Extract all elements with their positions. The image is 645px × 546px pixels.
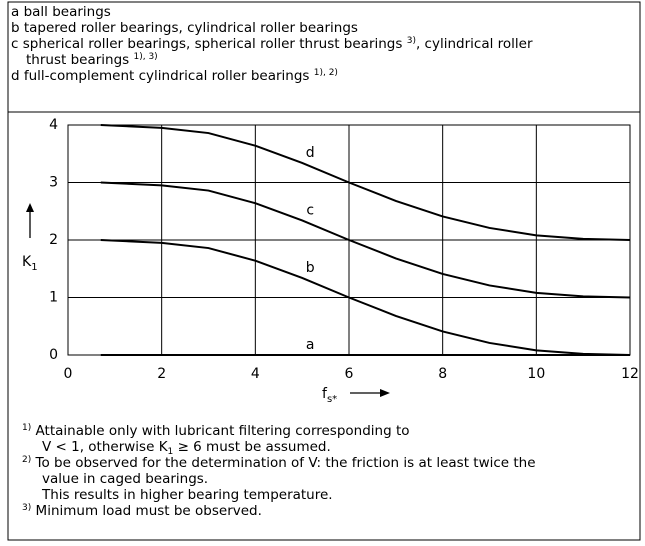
x-tick-label: 6 — [345, 366, 354, 382]
x-axis-label-main: f — [322, 386, 328, 402]
x-tick-label: 10 — [527, 366, 545, 382]
footnote-line: 2) To be observed for the determination … — [22, 455, 536, 472]
sup: 2) — [22, 455, 32, 465]
y-tick-label: 2 — [49, 232, 58, 248]
text: value in caged bearings. — [42, 471, 209, 487]
footnotes: 1) Attainable only with lubricant filter… — [22, 423, 536, 520]
x-tick-label: 2 — [157, 366, 166, 382]
text: b tapered roller bearings, cylindrical r… — [11, 20, 358, 36]
y-tick-label: 4 — [49, 117, 58, 133]
series-label: a — [306, 337, 315, 353]
line — [100, 181, 631, 299]
x-tick-label: 8 — [438, 366, 447, 382]
legend-line: d full-complement cylindrical roller bea… — [11, 68, 533, 85]
series-label: c — [306, 202, 314, 218]
y-axis-label-sub: 1 — [31, 262, 37, 273]
y-arrow-head — [26, 203, 34, 212]
text: a ball bearings — [11, 4, 111, 20]
y-tick-label: 1 — [49, 290, 58, 306]
text: ≥ 6 must be assumed. — [173, 439, 331, 455]
text: V < 1, otherwise K — [42, 439, 168, 455]
x-tick-label: 12 — [621, 366, 639, 382]
sup: 1), 3) — [133, 52, 158, 62]
legend-line: a ball bearings — [11, 4, 533, 21]
sup: 1) — [22, 423, 32, 433]
sup: 3) — [406, 36, 416, 46]
x-axis-label-sub: s* — [327, 394, 337, 405]
sup: 3) — [22, 503, 32, 513]
text: Attainable only with lubricant filtering… — [31, 423, 410, 439]
legend-line: b tapered roller bearings, cylindrical r… — [11, 20, 533, 37]
text: Minimum load must be observed. — [31, 503, 262, 519]
series-label: b — [306, 260, 315, 276]
text: To be observed for the determination of … — [31, 455, 536, 471]
sub: 1 — [167, 447, 174, 457]
legend-line: c spherical roller bearings, spherical r… — [11, 36, 533, 53]
sup: 1), 2) — [313, 68, 338, 78]
line — [100, 239, 631, 356]
y-axis-label: K1 — [22, 254, 38, 273]
x-tick-label: 4 — [251, 366, 260, 382]
x-axis-label: fs* — [322, 386, 337, 405]
y-tick-label: 0 — [49, 347, 58, 363]
legend-line: thrust bearings 1), 3) — [11, 52, 533, 69]
x-arrow-head — [380, 389, 390, 397]
text: c spherical roller bearings, spherical r… — [11, 36, 407, 52]
line — [100, 124, 631, 241]
footnote-line: V < 1, otherwise K1 ≥ 6 must be assumed. — [22, 439, 536, 457]
y-tick-label: 3 — [49, 175, 58, 191]
frame — [7, 1, 641, 541]
text: thrust bearings — [26, 52, 134, 68]
text: d full-complement cylindrical roller bea… — [11, 68, 314, 84]
text: This results in higher bearing temperatu… — [42, 487, 333, 503]
series-label: d — [306, 145, 315, 161]
x-tick-label: 0 — [64, 366, 73, 382]
legend: a ball bearings b tapered roller bearings… — [11, 4, 533, 85]
footnote-line: value in caged bearings. — [22, 471, 536, 488]
y-axis-label-main: K — [22, 254, 32, 270]
footnote-line: 1) Attainable only with lubricant filter… — [22, 423, 536, 440]
text: , cylindrical roller — [415, 36, 533, 52]
footnote-line: This results in higher bearing temperatu… — [22, 487, 536, 504]
footnote-line: 3) Minimum load must be observed. — [22, 503, 536, 520]
